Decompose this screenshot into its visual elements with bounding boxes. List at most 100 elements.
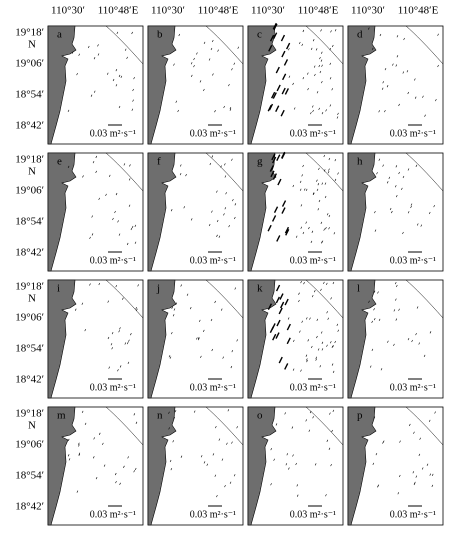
- scale-label: 0.03 m²·s⁻¹: [290, 128, 336, 139]
- flux-arrow: [423, 354, 426, 357]
- flux-arrow: [103, 464, 106, 467]
- flux-arrow: [311, 345, 313, 349]
- flux-arrow: [193, 410, 196, 413]
- flux-arrow: [373, 308, 375, 311]
- flux-arrow: [386, 85, 389, 88]
- coast-line: [205, 279, 244, 319]
- flux-arrow: [175, 100, 178, 103]
- map-panel: e 0.03 m²·s⁻¹: [47, 152, 144, 272]
- flux-arrow: [287, 317, 290, 320]
- flux-arrow: [329, 48, 332, 51]
- flux-arrow: [132, 99, 134, 102]
- lat-label: 18°42′: [15, 247, 44, 259]
- flux-arrow: [91, 233, 94, 236]
- lon-label: 110°48′E: [198, 5, 239, 17]
- flux-arrow: [281, 50, 286, 58]
- flux-arrow: [323, 154, 326, 158]
- flux-arrow: [330, 341, 332, 344]
- flux-arrow: [329, 62, 332, 65]
- scale-label: 0.03 m²·s⁻¹: [390, 509, 436, 520]
- flux-arrow: [82, 175, 84, 178]
- panel-letter: f: [157, 156, 161, 168]
- flux-arrow: [272, 156, 277, 164]
- flux-arrow: [292, 454, 294, 457]
- flux-arrow: [302, 29, 305, 33]
- flux-arrow: [317, 208, 320, 211]
- flux-arrow: [401, 187, 403, 190]
- flux-arrow: [321, 348, 324, 351]
- flux-arrow: [334, 29, 337, 32]
- flux-arrow: [326, 439, 329, 442]
- coast-line: [105, 406, 144, 446]
- flux-arrow: [226, 442, 228, 445]
- flux-arrow: [136, 308, 138, 311]
- flux-arrow: [275, 105, 280, 113]
- flux-arrow: [102, 442, 104, 445]
- lat-label: 19°06′: [15, 312, 44, 324]
- flux-arrow: [224, 163, 226, 166]
- flux-arrow: [275, 66, 280, 74]
- flux-arrow: [196, 337, 198, 340]
- flux-arrow: [313, 290, 316, 293]
- lat-label: 18°54′: [15, 470, 44, 482]
- flux-arrow: [135, 307, 137, 310]
- flux-arrow: [272, 333, 277, 341]
- flux-arrow: [406, 70, 409, 73]
- flux-arrow: [332, 370, 335, 373]
- flux-arrow: [277, 178, 282, 186]
- lon-label: 110°48′E: [98, 5, 139, 17]
- flux-arrow: [398, 308, 400, 311]
- flux-arrow: [123, 163, 126, 166]
- flux-arrow: [284, 298, 289, 306]
- flux-arrow: [307, 88, 309, 91]
- flux-arrow: [218, 438, 221, 441]
- flux-arrow: [134, 467, 137, 471]
- flux-arrow: [334, 178, 337, 182]
- flux-arrow: [368, 300, 370, 303]
- flux-arrow: [394, 281, 397, 285]
- flux-arrow: [118, 330, 120, 333]
- panel-letter: j: [156, 283, 160, 295]
- flux-arrow: [316, 179, 318, 182]
- flux-arrow: [384, 110, 386, 113]
- lon-label: 110°30′: [151, 5, 185, 17]
- flux-arrow: [84, 422, 87, 426]
- flux-arrow: [215, 425, 217, 429]
- flux-arrow: [428, 211, 431, 215]
- flux-arrow: [203, 329, 205, 333]
- map-panel: g 0.03 m²·s⁻¹: [247, 151, 344, 272]
- scale-label: 0.03 m²·s⁻¹: [190, 128, 236, 139]
- flux-arrow: [208, 223, 211, 227]
- flux-arrow: [295, 235, 298, 238]
- flux-arrow: [331, 88, 333, 91]
- map-panel: a 0.03 m²·s⁻¹: [47, 25, 144, 145]
- flux-arrow: [377, 291, 379, 294]
- flux-arrow: [378, 110, 380, 113]
- flux-arrow: [133, 413, 136, 416]
- flux-arrow: [324, 195, 327, 199]
- flux-arrow: [318, 167, 320, 171]
- coast-line: [205, 152, 244, 192]
- flux-arrow: [420, 224, 423, 227]
- flux-arrow: [437, 33, 439, 36]
- flux-arrow: [409, 423, 411, 427]
- flux-arrow: [78, 53, 80, 56]
- flux-arrow: [320, 331, 323, 334]
- flux-arrow: [231, 68, 233, 71]
- flux-arrow: [224, 485, 226, 488]
- flux-arrow: [211, 155, 214, 158]
- flux-arrow: [225, 192, 227, 195]
- flux-arrow: [391, 210, 393, 214]
- flux-arrow: [76, 490, 79, 493]
- flux-arrow: [95, 155, 98, 159]
- flux-arrow: [111, 331, 114, 335]
- flux-arrow: [320, 221, 323, 224]
- flux-arrow: [300, 204, 303, 207]
- flux-arrow: [410, 205, 412, 209]
- flux-arrow: [332, 345, 334, 348]
- flux-arrow: [128, 339, 130, 342]
- flux-arrow: [234, 203, 237, 206]
- flux-arrow: [118, 105, 121, 109]
- flux-arrow: [186, 293, 189, 296]
- flux-arrow: [276, 235, 281, 242]
